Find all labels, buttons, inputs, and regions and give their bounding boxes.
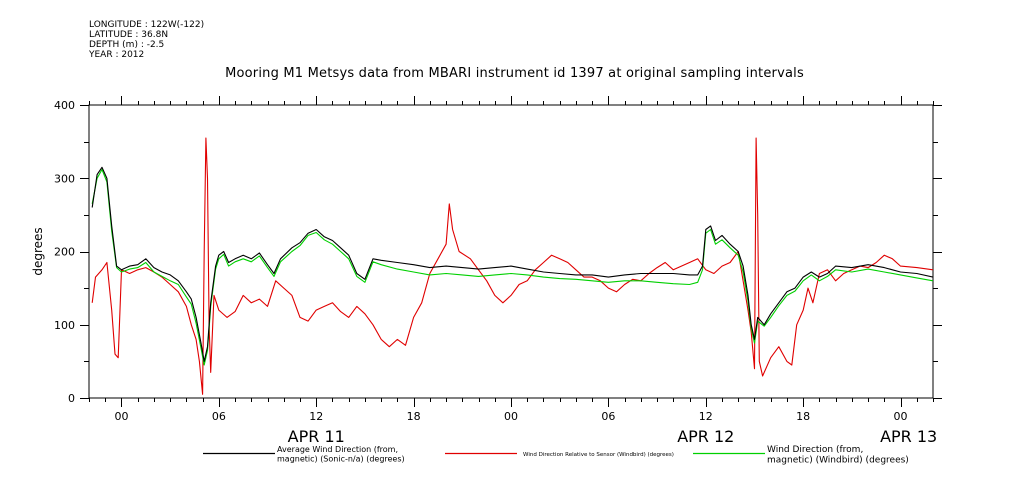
- plot-frame: [88, 104, 934, 399]
- legend-label: Average Wind Direction (from,: [277, 445, 398, 454]
- x-tick-label: 12: [699, 410, 713, 423]
- axis-ticks: [80, 96, 942, 407]
- x-tick-label: 00: [504, 410, 518, 423]
- depth-text: DEPTH (m) : -2.5: [89, 40, 165, 50]
- x-tick-label: 18: [407, 410, 421, 423]
- chart-title: Mooring M1 Metsys data from MBARI instru…: [225, 66, 804, 81]
- year-text: YEAR : 2012: [89, 50, 145, 60]
- plot-border: [88, 104, 934, 399]
- y-tick-label: 400: [54, 99, 75, 112]
- legend: Average Wind Direction (from,magnetic) (…: [203, 445, 909, 466]
- latitude-text: LATITUDE : 36.8N: [89, 30, 169, 40]
- series-line-windbird: [91, 168, 933, 366]
- legend-label: magnetic) (Windbird) (degrees): [767, 456, 909, 466]
- x-tick-label: 18: [796, 410, 810, 423]
- x-date-label: APR 13: [880, 427, 937, 446]
- y-tick-label: 100: [54, 319, 75, 332]
- series-line-relative: [91, 137, 933, 395]
- x-tick-label: 12: [309, 410, 323, 423]
- y-axis-label: degrees: [31, 227, 45, 275]
- y-tick-label: 200: [54, 246, 75, 259]
- y-tick-label: 0: [68, 392, 75, 405]
- x-tick-label: 06: [212, 410, 226, 423]
- axis-labels: 0 100 200 300 400 degrees 00 06 12 18 00 06 12 18 00 AP…: [31, 99, 937, 446]
- longitude-text: LONGITUDE : 122W(-122): [89, 20, 205, 30]
- x-tick-label: 00: [114, 410, 128, 423]
- x-date-label: APR 12: [677, 427, 734, 446]
- legend-label: Wind Direction (from,: [767, 445, 863, 455]
- y-tick-label: 300: [54, 172, 75, 185]
- x-date-label: APR 11: [288, 427, 345, 446]
- legend-label: magnetic) (Sonic-n/a) (degrees): [277, 455, 405, 464]
- x-tick-label: 00: [894, 410, 908, 423]
- metadata-block: LONGITUDE : 122W(-122) LATITUDE : 36.8N …: [89, 20, 204, 60]
- series-layer: [91, 137, 933, 395]
- legend-label: Wind Direction Relative to Sensor (Windb…: [523, 452, 674, 458]
- series-line-average: [91, 166, 933, 362]
- x-tick-label: 06: [601, 410, 615, 423]
